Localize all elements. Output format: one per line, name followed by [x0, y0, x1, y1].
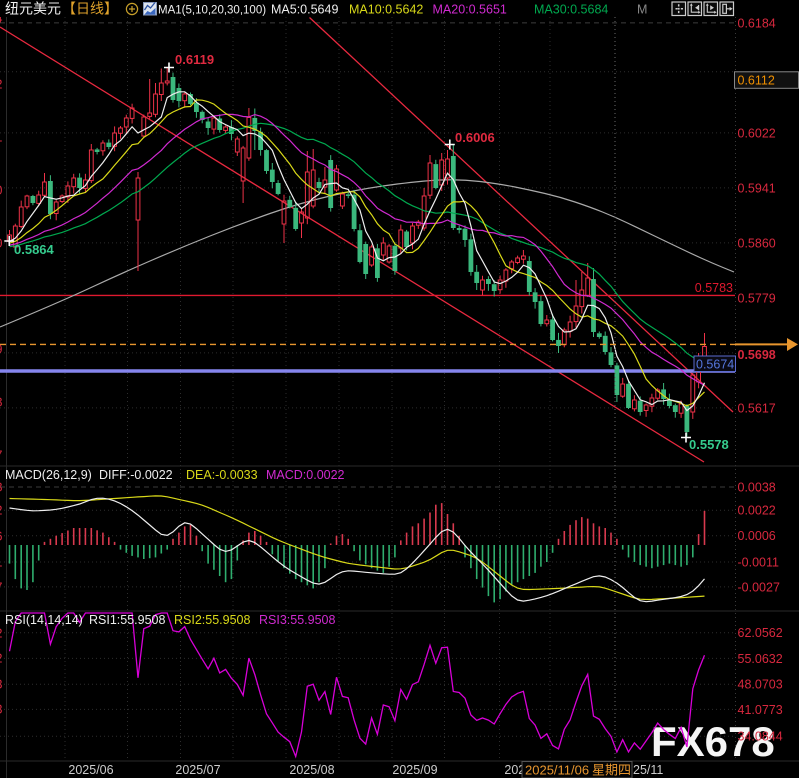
svg-text:0.5779: 0.5779	[738, 291, 776, 305]
svg-text:1: 1	[0, 131, 3, 145]
svg-text:【日线】: 【日线】	[62, 1, 118, 17]
svg-text:MACD:0.0022: MACD:0.0022	[266, 468, 345, 482]
svg-text:3: 3	[0, 703, 3, 717]
svg-text:纽元美元: 纽元美元	[5, 1, 61, 17]
svg-text:7: 7	[0, 449, 3, 463]
svg-text:MA30:0.5684: MA30:0.5684	[534, 3, 608, 17]
svg-text:8: 8	[0, 396, 3, 410]
svg-text:34.0844: 34.0844	[738, 730, 783, 744]
svg-text:MA1(5,10,20,30,100): MA1(5,10,20,30,100)	[158, 5, 266, 17]
svg-text:MA20:0.5651: MA20:0.5651	[433, 3, 507, 17]
svg-text:MACD(26,12,9): MACD(26,12,9)	[5, 468, 92, 482]
svg-text:55.0632: 55.0632	[738, 652, 783, 666]
svg-text:2025/09: 2025/09	[392, 763, 437, 777]
svg-text:0.0006: 0.0006	[738, 529, 776, 543]
svg-text:0.5698: 0.5698	[738, 348, 776, 362]
svg-text:0.5941: 0.5941	[738, 181, 776, 195]
svg-text:2025/08: 2025/08	[289, 763, 334, 777]
svg-text:0.6112: 0.6112	[738, 74, 775, 88]
svg-text:48.0703: 48.0703	[738, 678, 783, 692]
svg-text:62.0562: 62.0562	[738, 626, 783, 640]
svg-text:MA5:0.5649: MA5:0.5649	[271, 3, 338, 17]
svg-text:0.5674: 0.5674	[696, 358, 734, 372]
svg-text:3: 3	[0, 678, 3, 692]
svg-text:0.0022: 0.0022	[738, 504, 776, 518]
svg-text:0.6022: 0.6022	[738, 126, 776, 140]
svg-text:2: 2	[0, 652, 3, 666]
svg-text:25/11: 25/11	[633, 763, 663, 777]
svg-text:4: 4	[0, 12, 3, 26]
svg-text:0: 0	[0, 237, 3, 251]
svg-text:RSI(14,14,14): RSI(14,14,14)	[5, 613, 83, 627]
svg-text:M: M	[637, 3, 647, 17]
svg-text:2: 2	[0, 78, 3, 92]
svg-text:0.6184: 0.6184	[738, 16, 776, 30]
svg-text:0.5860: 0.5860	[738, 236, 776, 250]
svg-text:0.5578: 0.5578	[689, 437, 729, 452]
svg-text:RSI2:55.9508: RSI2:55.9508	[174, 613, 250, 627]
svg-text:2025/07: 2025/07	[175, 763, 220, 777]
svg-text:2025/11/06: 2025/11/06	[525, 763, 589, 778]
svg-text:0.0038: 0.0038	[738, 481, 776, 495]
svg-text:0.5864: 0.5864	[14, 242, 55, 257]
svg-text:2025/06: 2025/06	[68, 763, 113, 777]
svg-text:RSI1:55.9508: RSI1:55.9508	[89, 613, 165, 627]
svg-text:0.5617: 0.5617	[738, 401, 776, 415]
svg-text:9: 9	[0, 343, 3, 357]
svg-text:0.6006: 0.6006	[455, 130, 495, 145]
svg-text:星期四: 星期四	[592, 763, 631, 778]
svg-text:2: 2	[0, 504, 3, 518]
svg-text:2: 2	[0, 627, 3, 641]
svg-text:RSI3:55.9508: RSI3:55.9508	[259, 613, 335, 627]
svg-text:DEA:-0.0033: DEA:-0.0033	[186, 468, 258, 482]
svg-text:-0.0011: -0.0011	[738, 556, 780, 570]
svg-text:0: 0	[0, 184, 3, 198]
svg-text:FX678: FX678	[651, 718, 775, 765]
svg-text:DIFF:-0.0022: DIFF:-0.0022	[99, 468, 173, 482]
svg-text:-0.0027: -0.0027	[738, 580, 780, 594]
svg-text:MA10:0.5642: MA10:0.5642	[349, 3, 423, 17]
svg-text:1: 1	[0, 556, 3, 570]
svg-text:41.0773: 41.0773	[738, 703, 783, 717]
svg-text:0.6119: 0.6119	[175, 52, 214, 67]
svg-text:0.5783: 0.5783	[695, 281, 733, 295]
svg-text:6: 6	[0, 530, 3, 544]
svg-text:7: 7	[0, 581, 3, 595]
svg-text:8: 8	[0, 481, 3, 495]
